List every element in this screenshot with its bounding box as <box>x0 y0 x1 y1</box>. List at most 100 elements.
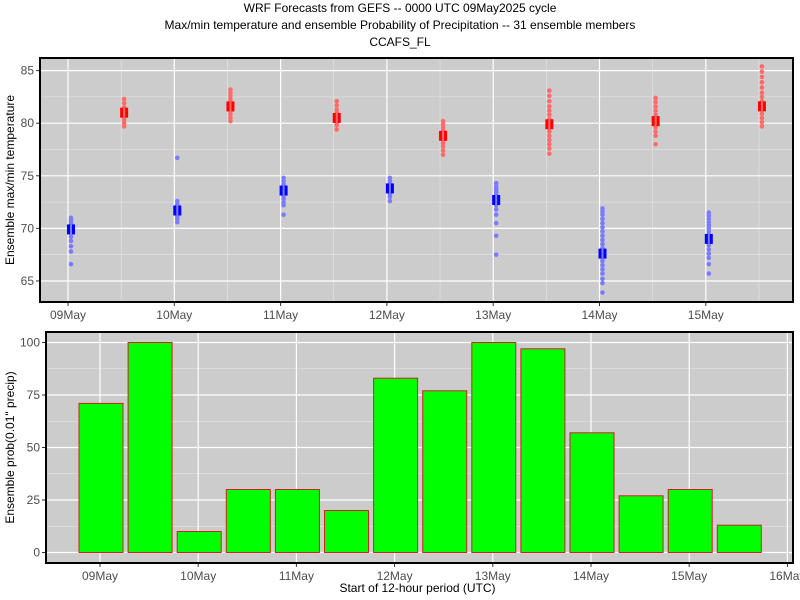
precip-x-tick-label: 16May <box>769 569 800 583</box>
precip-y-axis-title: Ensemble prob(0.01" precip) <box>3 371 17 523</box>
min-temp-member-point <box>706 210 712 215</box>
max-temp-member-point <box>759 90 765 96</box>
temperature-panel: 65 70 75 80 85 09May 10May 11May 12May 13May 14May… <box>3 57 794 322</box>
min-temp-member-point <box>600 233 605 239</box>
max-temp-member-point <box>440 144 446 149</box>
precip-bar <box>324 510 369 553</box>
min-temp-member-point <box>706 226 712 231</box>
max-temp-mean-center <box>229 101 232 112</box>
precip-x-tick-label: 14May <box>573 569 609 583</box>
min-temp-member-point <box>493 233 499 239</box>
max-temp-member-point <box>440 148 446 153</box>
max-temp-member-point <box>547 112 552 118</box>
min-temp-member-point <box>600 225 605 230</box>
max-temp-mean-center <box>654 116 657 127</box>
max-temp-member-point <box>759 94 765 100</box>
max-temp-member-point <box>759 115 765 121</box>
max-temp-member-point <box>653 95 658 101</box>
precip-x-tick-label: 15May <box>671 569 707 583</box>
max-temp-member-point <box>228 87 233 92</box>
max-temp-member-point <box>228 93 233 99</box>
max-temp-member-point <box>759 119 765 125</box>
temperature-x-tick-label: 14May <box>581 308 617 322</box>
precip-bar <box>274 489 320 553</box>
min-temp-mean-center <box>601 248 604 259</box>
max-temp-member-point <box>653 112 658 118</box>
station-name: CCAFS_FL <box>369 35 431 49</box>
min-temp-member-point <box>600 229 605 234</box>
max-temp-member-point <box>440 118 446 124</box>
min-temp-member-point <box>175 216 180 222</box>
min-temp-member-point <box>68 234 74 240</box>
min-temp-member-point <box>493 207 499 212</box>
precip-x-tick-label: 12May <box>377 569 413 583</box>
max-temp-member-point <box>440 140 446 146</box>
temperature-x-tick-label: 13May <box>475 308 511 322</box>
min-temp-member-point <box>600 276 605 282</box>
min-temp-member-point <box>493 180 499 186</box>
min-temp-member-point <box>600 237 605 243</box>
max-temp-member-point <box>759 85 765 90</box>
precip-x-tick-label: 10May <box>180 569 216 583</box>
max-temp-member-point <box>228 90 233 96</box>
max-temp-member-point <box>653 104 658 109</box>
max-temp-member-point <box>547 88 552 93</box>
min-temp-member-point <box>706 251 712 256</box>
min-temp-member-point <box>493 252 499 257</box>
min-temp-mean-center <box>176 205 179 216</box>
min-temp-member-point <box>387 175 393 181</box>
precip-y-tick-label: 100 <box>20 336 40 350</box>
min-temp-mean-center <box>70 224 72 235</box>
max-temp-member-point <box>759 124 765 129</box>
max-temp-mean-center <box>123 107 126 118</box>
min-temp-member-point <box>387 194 393 200</box>
temperature-x-tick-label: 11May <box>263 308 298 322</box>
min-temp-member-point <box>600 216 605 222</box>
max-temp-member-point <box>334 98 340 104</box>
precip-bar <box>667 489 713 553</box>
min-temp-mean-center <box>495 194 498 205</box>
min-temp-member-point <box>706 255 712 261</box>
min-temp-mean-center <box>282 185 285 196</box>
min-temp-member-point <box>281 199 286 205</box>
chart-subtitle: Max/min temperature and ensemble Probabi… <box>164 18 636 32</box>
min-temp-member-point <box>387 178 393 184</box>
precip-bar <box>569 432 615 553</box>
precip-bar <box>716 524 762 554</box>
precip-bar <box>471 342 517 553</box>
max-temp-member-point <box>759 69 765 74</box>
max-temp-member-point <box>547 129 552 134</box>
max-temp-member-point <box>653 99 658 105</box>
min-temp-member-point <box>281 196 286 202</box>
min-temp-member-point <box>706 261 712 267</box>
temperature-y-axis-title: Ensemble max/min temperature <box>3 95 17 265</box>
min-temp-member-point <box>175 219 180 225</box>
min-temp-member-point <box>68 261 74 267</box>
precip-bar <box>422 390 468 553</box>
max-temp-member-point <box>653 141 658 147</box>
max-temp-member-point <box>653 129 658 134</box>
min-temp-member-point <box>600 271 605 276</box>
temperature-x-tick-label: 09May <box>50 308 86 322</box>
max-temp-member-point <box>334 107 340 112</box>
min-temp-mean-center <box>707 233 710 244</box>
max-temp-member-point <box>440 152 446 158</box>
max-temp-member-point <box>334 123 340 128</box>
min-temp-member-point <box>600 241 605 247</box>
max-temp-member-point <box>547 104 552 109</box>
max-temp-member-point <box>759 111 765 117</box>
min-temp-member-point <box>387 198 393 204</box>
max-temp-member-point <box>759 64 765 69</box>
max-temp-member-point <box>121 96 127 102</box>
min-temp-member-point <box>600 220 605 226</box>
temperature-x-tick-label: 12May <box>369 308 405 322</box>
min-temp-member-point <box>706 213 712 219</box>
temperature-panel-border <box>39 57 794 303</box>
max-temp-mean-center <box>442 130 445 141</box>
max-temp-member-point <box>547 137 552 143</box>
min-temp-member-point <box>706 222 712 228</box>
precip-y-tick-label: 25 <box>27 493 41 507</box>
max-temp-member-point <box>547 151 552 157</box>
min-temp-member-point <box>600 290 605 295</box>
